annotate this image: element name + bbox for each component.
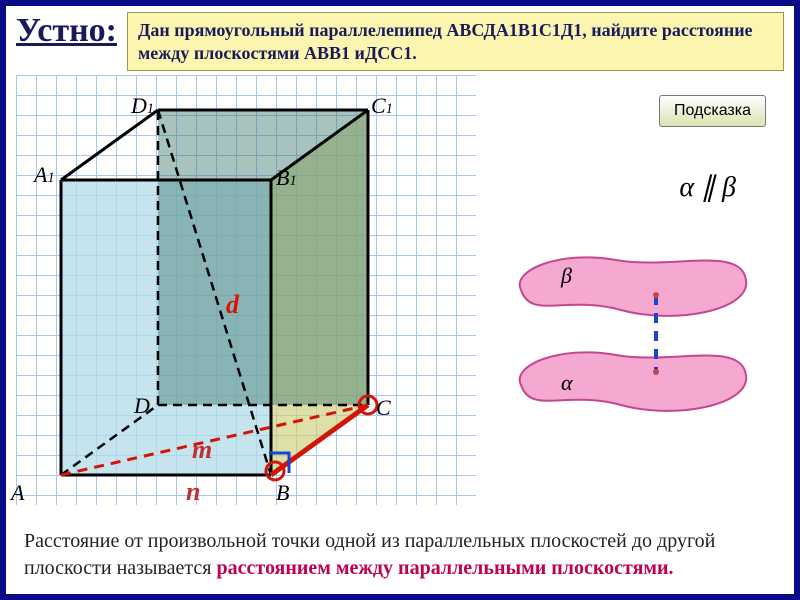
svg-text:α: α — [561, 370, 573, 395]
svg-text:β: β — [560, 263, 572, 288]
label-d: d — [226, 290, 239, 320]
definition-emphasis: расстоянием между параллельными плоскост… — [217, 557, 674, 579]
page-title: Устно: — [16, 12, 117, 50]
label-m: m — [192, 435, 212, 465]
plane-relation: α ∥ β — [679, 170, 736, 204]
definition-text: Расстояние от произвольной точки одной и… — [24, 528, 776, 582]
problem-statement: Дан прямоугольный параллелепипед АВСДА1В… — [127, 12, 784, 71]
parallel-planes-figure: βα — [506, 225, 766, 445]
hint-button[interactable]: Подсказка — [659, 95, 766, 127]
label-n: n — [186, 477, 200, 507]
cuboid-diagram — [16, 75, 476, 505]
